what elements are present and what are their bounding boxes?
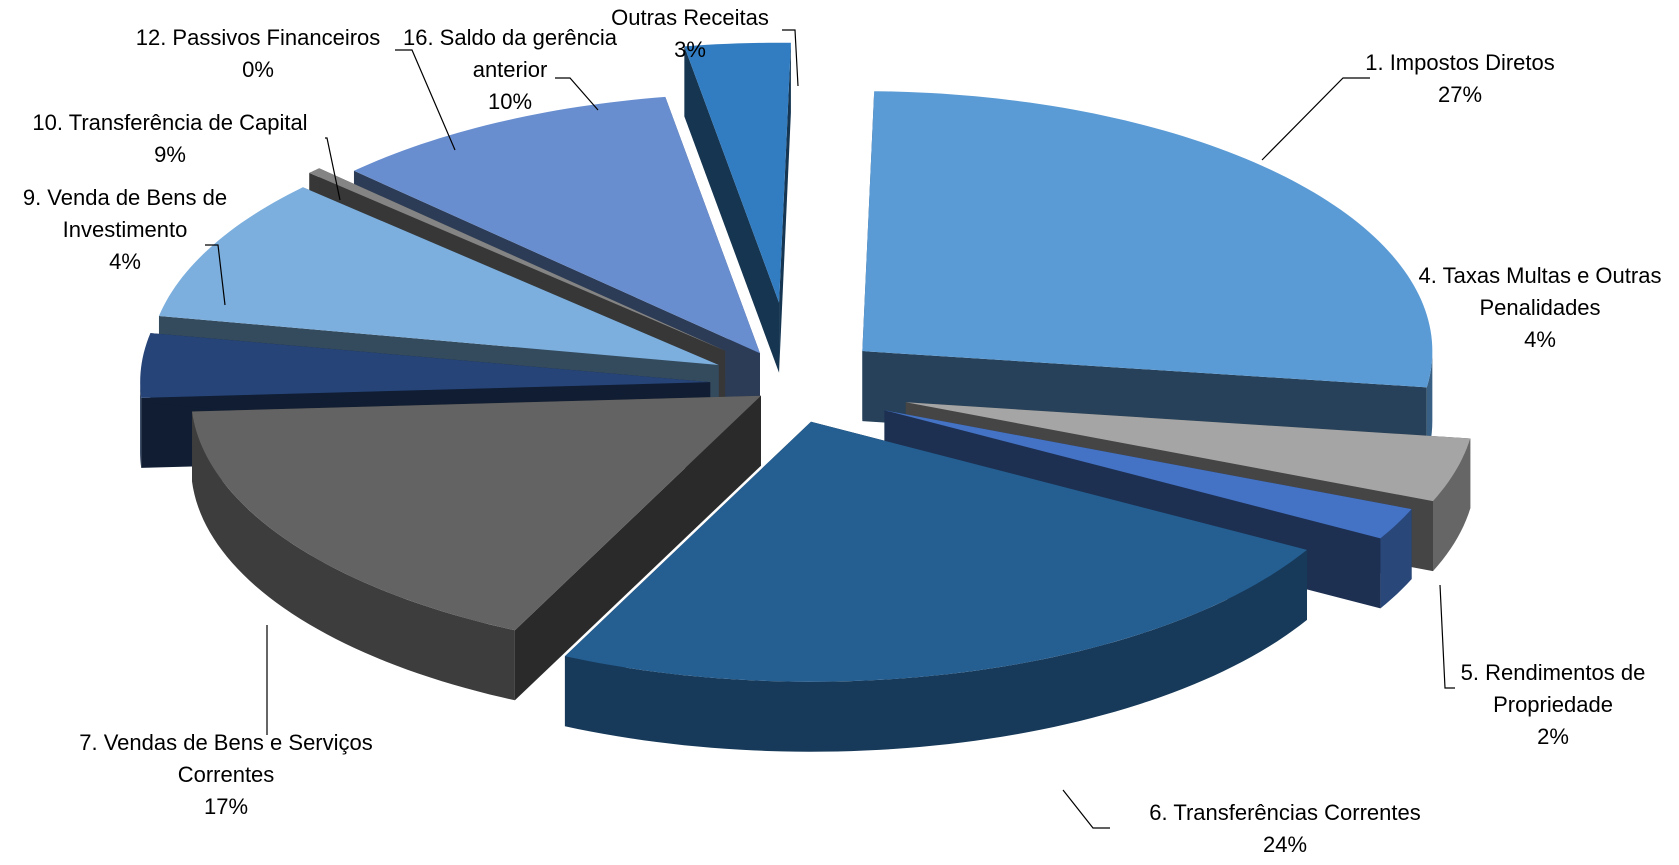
leader-line [1261, 77, 1370, 161]
pie-slice-top [905, 402, 1471, 502]
pie-slice-top [884, 410, 1412, 539]
data-label-value: 0% [242, 57, 274, 82]
data-label-category: Penalidades [1479, 295, 1600, 320]
data-label-category: Propriedade [1493, 692, 1613, 717]
data-label-category: Investimento [63, 217, 188, 242]
leader-line [325, 137, 341, 201]
data-label-category: 7. Vendas de Bens e Serviços [79, 730, 373, 755]
data-label-category: 16. Saldo da gerência [403, 25, 618, 50]
pie-slice-top [862, 91, 1433, 388]
pie-slice-wall [684, 46, 780, 373]
pie-slice-top [684, 42, 791, 303]
pie-slice-top [353, 96, 760, 354]
pie-slice-rim [140, 382, 142, 468]
data-label-value: 27% [1438, 82, 1482, 107]
pie-slice-top [192, 395, 761, 631]
pie-slice [192, 395, 761, 701]
data-label-category: 1. Impostos Diretos [1365, 50, 1555, 75]
data-label-category: Correntes [178, 762, 275, 787]
data-label-category: anterior [473, 57, 548, 82]
data-label-value: 17% [204, 794, 248, 819]
pie-slice-top [309, 168, 726, 351]
data-label-value: 4% [109, 249, 141, 274]
data-label-value: 10% [488, 89, 532, 114]
leader-line [1062, 789, 1110, 829]
data-labels: 1. Impostos Diretos 27% 4. Taxas Multas e … [23, 5, 1662, 857]
data-label-value: 9% [154, 142, 186, 167]
leader-line [782, 29, 799, 87]
pie-slice-rim [1426, 351, 1433, 458]
pie-slice [862, 91, 1433, 458]
data-label-category: 12. Passivos Financeiros [136, 25, 381, 50]
pie-slice [684, 42, 791, 373]
pie-slice-top [564, 421, 1308, 682]
data-label-category: Outras Receitas [611, 5, 769, 30]
pie-slice-rim [564, 549, 1308, 752]
leader-line [1439, 584, 1455, 689]
data-label-value: 3% [674, 37, 706, 62]
data-label-category: 5. Rendimentos de [1461, 660, 1646, 685]
data-label-value: 2% [1537, 724, 1569, 749]
data-label-category: 6. Transferências Correntes [1149, 800, 1420, 825]
pie-slice-rim [1433, 438, 1471, 572]
pie-slices [140, 42, 1471, 752]
leader-line [555, 77, 599, 111]
pie-slice [564, 421, 1308, 752]
pie-slice-wall [779, 42, 791, 373]
data-label-category: 4. Taxas Multas e Outras [1419, 263, 1662, 288]
data-label-category: 10. Transferência de Capital [32, 110, 307, 135]
pie-slice-rim [1380, 509, 1412, 609]
leader-line [205, 244, 226, 306]
leader-line [395, 49, 456, 151]
data-label-value: 4% [1524, 327, 1556, 352]
data-label-category: 9. Venda de Bens de [23, 185, 227, 210]
pie-slice-rim [192, 411, 515, 701]
pie-slice-top [158, 187, 719, 366]
pie-slice-wall [514, 395, 761, 701]
pie-slice-top [140, 333, 711, 398]
data-label-value: 24% [1263, 832, 1307, 857]
